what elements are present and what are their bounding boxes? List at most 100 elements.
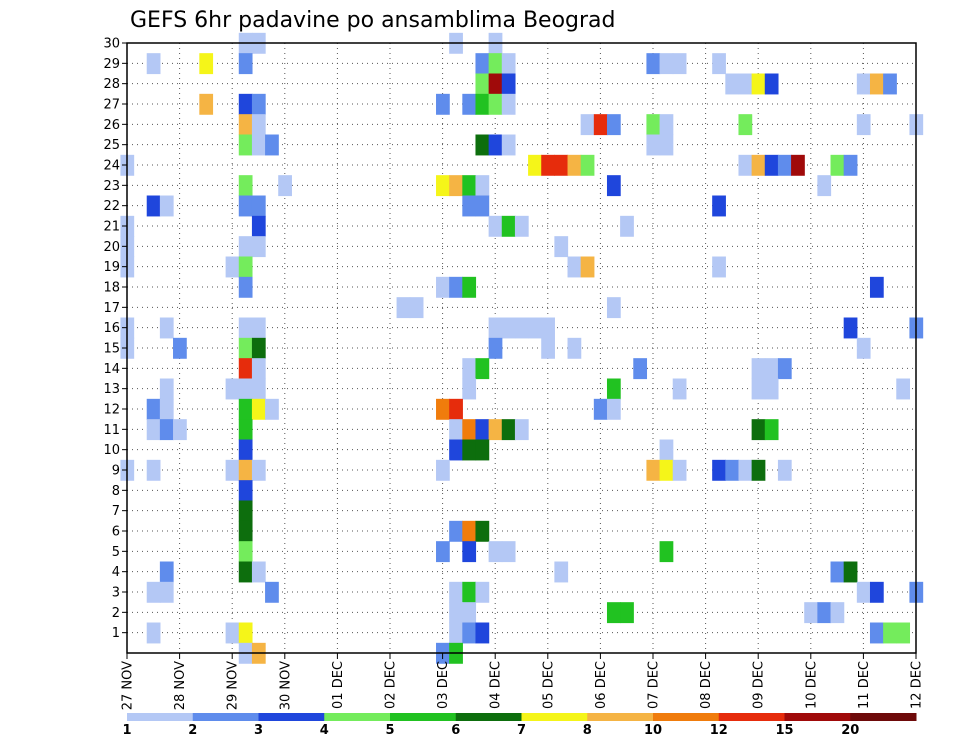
precip-cell xyxy=(620,215,634,237)
precip-cell xyxy=(238,337,253,359)
x-tick-label: 01 DEC xyxy=(331,661,346,709)
precip-cell xyxy=(265,398,279,420)
colorbar-swatch xyxy=(653,713,720,721)
colorbar-label: 2 xyxy=(188,723,197,738)
precip-cell xyxy=(488,317,503,339)
precip-cell xyxy=(764,419,779,441)
precip-cell xyxy=(409,297,424,319)
precip-cell xyxy=(462,541,477,563)
y-tick-label: 8 xyxy=(112,484,120,499)
precip-cell xyxy=(830,561,845,583)
precip-cell xyxy=(606,297,621,319)
precip-cell xyxy=(462,175,477,197)
y-tick-label: 17 xyxy=(103,301,120,316)
precip-cell xyxy=(238,419,253,441)
precip-cell xyxy=(238,256,253,278)
precip-cell xyxy=(199,93,214,115)
precip-cell xyxy=(580,114,595,136)
precip-cell xyxy=(475,622,490,644)
y-tick-label: 21 xyxy=(103,220,120,235)
y-tick-label: 10 xyxy=(103,443,120,458)
precip-cell xyxy=(606,114,621,136)
precip-cell xyxy=(238,561,253,583)
precip-cell xyxy=(278,175,292,197)
precip-cell xyxy=(501,73,516,95)
precip-cell xyxy=(159,195,174,217)
precip-cell xyxy=(436,398,450,420)
precip-cell xyxy=(843,561,858,583)
precip-cell xyxy=(238,276,253,298)
precip-cell xyxy=(238,398,253,420)
precip-cell xyxy=(567,337,582,359)
precip-cell xyxy=(514,317,529,339)
precip-cell xyxy=(475,520,490,542)
y-axis: 1234567891011121314151617181920212223242… xyxy=(103,37,127,641)
precip-cell xyxy=(238,134,253,156)
precip-cell xyxy=(606,378,621,400)
colorbar-swatch xyxy=(784,713,851,721)
y-tick-label: 3 xyxy=(112,586,120,601)
precip-cell xyxy=(764,358,779,380)
precip-cell xyxy=(554,154,569,176)
y-tick-label: 25 xyxy=(103,138,120,153)
precip-cell xyxy=(159,581,174,603)
precip-cell xyxy=(567,154,582,176)
precip-cell xyxy=(606,175,621,197)
precip-cell xyxy=(475,195,490,217)
y-tick-label: 27 xyxy=(103,98,120,113)
y-tick-label: 22 xyxy=(103,199,120,214)
precip-cell xyxy=(896,378,911,400)
x-tick-label: 29 NOV xyxy=(226,661,241,710)
precip-cell xyxy=(251,561,266,583)
colorbar-swatch xyxy=(850,713,917,721)
precip-cell xyxy=(475,419,490,441)
precip-cell xyxy=(251,358,266,380)
precip-cell xyxy=(501,134,516,156)
x-tick-label: 12 DEC xyxy=(910,661,925,709)
precip-cell xyxy=(791,154,805,176)
precip-cell xyxy=(251,114,266,136)
precip-cell xyxy=(883,622,897,644)
x-tick-label: 28 NOV xyxy=(173,661,188,710)
y-tick-label: 1 xyxy=(112,626,120,641)
precip-cell xyxy=(173,337,187,359)
precip-cell xyxy=(514,215,529,237)
precip-cell xyxy=(501,541,516,563)
precip-cell xyxy=(265,134,279,156)
precip-cell xyxy=(514,419,529,441)
y-tick-label: 18 xyxy=(103,281,120,296)
precip-cell xyxy=(146,622,161,644)
precip-cell xyxy=(462,602,477,624)
precip-cell xyxy=(659,459,674,481)
colorbar-label: 12 xyxy=(710,723,728,738)
precip-cell xyxy=(488,93,503,115)
precip-cell xyxy=(554,236,569,258)
precip-cell xyxy=(764,73,779,95)
precip-cell xyxy=(146,53,161,75)
precip-cell xyxy=(462,581,477,603)
colorbar-label: 10 xyxy=(644,723,662,738)
colorbar: 1 2 3 4 5 6 7 8 10 12 15 20 xyxy=(122,713,917,738)
precip-cell xyxy=(777,358,792,380)
precip-cell xyxy=(488,419,503,441)
precip-cell xyxy=(462,419,477,441)
precip-cell xyxy=(436,175,450,197)
precip-cell xyxy=(238,114,253,136)
precip-cell xyxy=(462,358,477,380)
colorbar-label: 5 xyxy=(385,723,394,738)
precip-cell xyxy=(449,175,463,197)
colorbar-label: 1 xyxy=(122,723,131,738)
y-tick-label: 15 xyxy=(103,342,120,357)
precip-cell xyxy=(436,93,450,115)
precip-cell xyxy=(843,317,858,339)
precip-cell xyxy=(501,317,516,339)
precip-cell xyxy=(712,256,726,278)
precip-cell xyxy=(146,195,161,217)
y-tick-label: 20 xyxy=(103,240,120,255)
precip-cell xyxy=(541,154,555,176)
precip-cell xyxy=(606,398,621,420)
precip-cell xyxy=(238,622,253,644)
y-tick-label: 19 xyxy=(103,260,120,275)
precip-cell xyxy=(251,215,266,237)
x-tick-label: 09 DEC xyxy=(752,661,767,709)
